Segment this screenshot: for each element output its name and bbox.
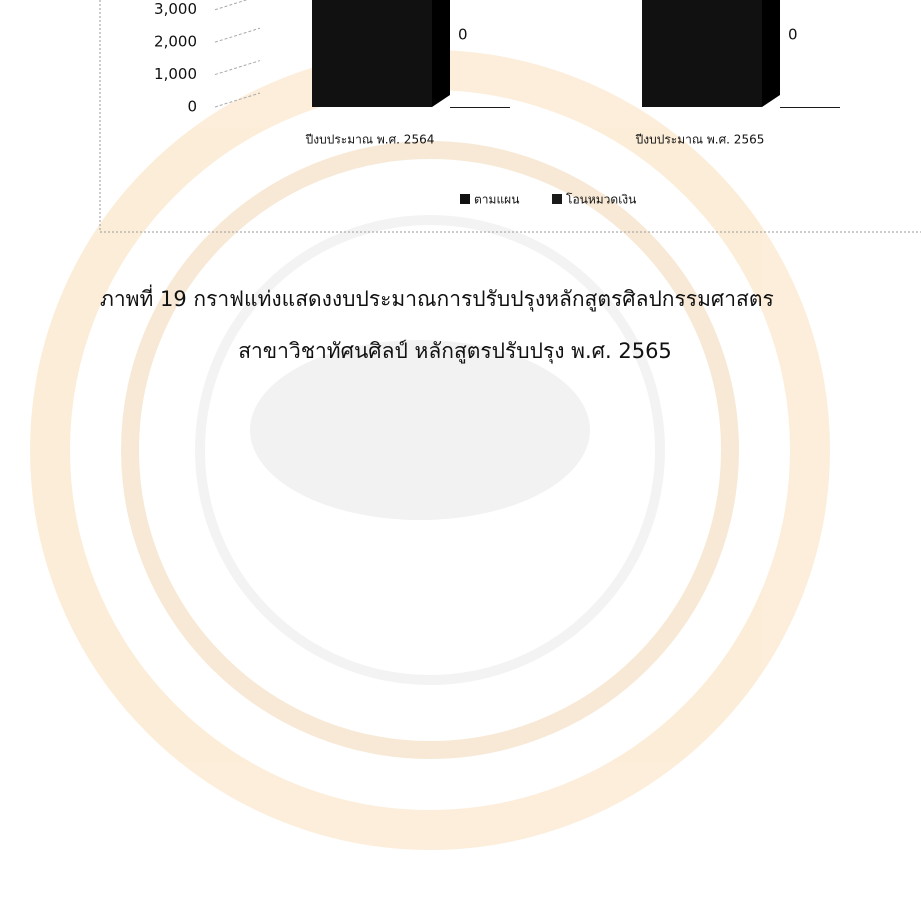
y-tick-label: 1,000 bbox=[154, 65, 197, 83]
grid-line bbox=[214, 27, 261, 43]
y-tick-label: 0 bbox=[187, 98, 197, 116]
bar bbox=[780, 95, 858, 108]
legend-label: ตามแผน bbox=[474, 193, 519, 207]
legend-swatch bbox=[552, 194, 562, 204]
bar bbox=[450, 95, 528, 108]
data-label: 0 bbox=[788, 26, 798, 44]
grid-line bbox=[214, 60, 261, 76]
bar-face bbox=[762, 0, 780, 107]
x-tick-label: ปีงบประมาณ พ.ศ. 2565 bbox=[635, 133, 764, 147]
watermark bbox=[30, 50, 830, 850]
caption-line: สาขาวิชาทัศนศิลป์ หลักสูตรปรับปรุง พ.ศ. … bbox=[238, 339, 672, 364]
y-tick-label: 2,000 bbox=[154, 33, 197, 51]
bar-face bbox=[450, 107, 510, 108]
bar bbox=[312, 0, 450, 108]
data-label: 0 bbox=[458, 26, 468, 44]
legend-swatch bbox=[460, 194, 470, 204]
grid-line bbox=[214, 0, 248, 11]
watermark-ring bbox=[121, 141, 739, 759]
grid-line bbox=[214, 92, 261, 108]
bar-face bbox=[780, 107, 840, 108]
y-tick-label: 3,000 bbox=[154, 0, 197, 18]
bar bbox=[642, 0, 780, 108]
caption-line: ภาพที่ 19 กราฟแท่งแสดงงบประมาณการปรับปรุ… bbox=[100, 284, 774, 312]
watermark-elephant bbox=[250, 340, 590, 520]
watermark-ring bbox=[195, 215, 665, 685]
x-tick-label: ปีงบประมาณ พ.ศ. 2564 bbox=[305, 133, 434, 147]
legend-label: โอนหมวดเงิน bbox=[566, 193, 636, 207]
bar-face bbox=[642, 0, 762, 108]
bar-face bbox=[312, 0, 432, 108]
bar-face bbox=[432, 0, 450, 107]
bar-face bbox=[840, 95, 858, 107]
